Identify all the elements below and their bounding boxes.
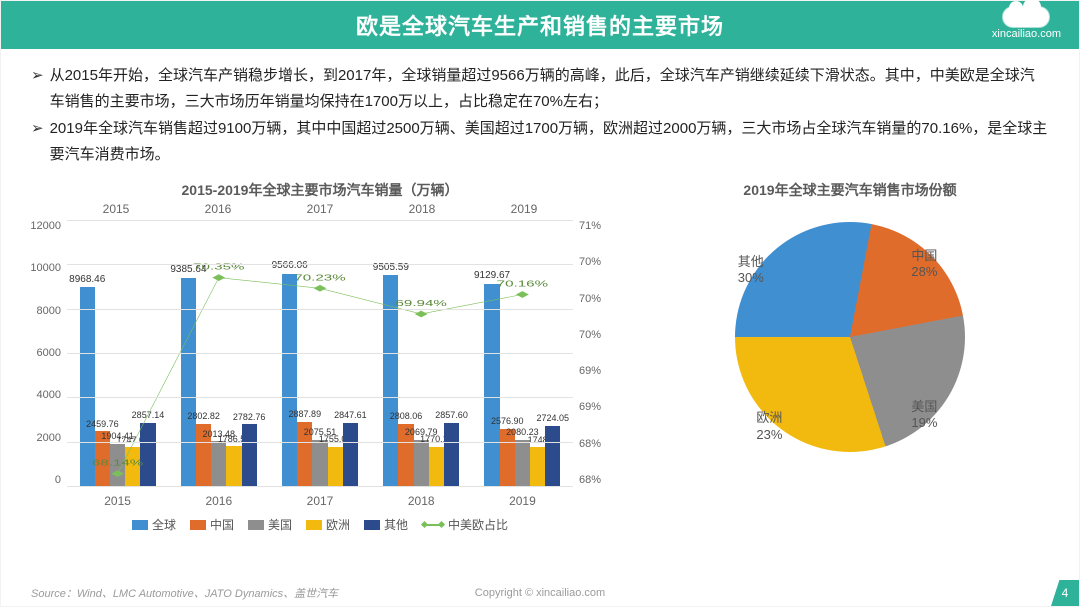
x-axis-labels: 20152016201720182019: [67, 494, 573, 508]
legend-item: 欧洲: [306, 516, 350, 533]
brand-logo: xincailiao.com: [992, 7, 1061, 40]
slide-header: 欧是全球汽车生产和销售的主要市场 xincailiao.com: [1, 1, 1079, 49]
bullet-text: 2019年全球汽车销售超过9100万辆，其中中国超过2500万辆、美国超过170…: [50, 116, 1049, 169]
bar-chart-year-row: 2015 2016 2017 2018 2019: [65, 202, 575, 216]
legend-item: 美国: [248, 516, 292, 533]
legend-item: 中国: [190, 516, 234, 533]
source-text: Source：Wind、LMC Automotive、JATO Dynamics…: [1, 585, 338, 601]
svg-text:69.94%: 69.94%: [395, 299, 447, 308]
copyright-text: Copyright © xincailiao.com: [475, 587, 605, 599]
bullet-text: 从2015年开始，全球汽车产销稳步增长，到2017年，全球销量超过9566万辆的…: [50, 63, 1049, 116]
pie-label: 美国19%: [911, 399, 937, 432]
y-axis-right: 71%70%70%70%69%69%68%68%: [575, 220, 619, 486]
year-label: 2016: [205, 202, 232, 216]
legend-item-line: 中美欧占比: [422, 516, 508, 533]
y-axis-left: 120001000080006000400020000: [21, 220, 65, 486]
svg-text:70.16%: 70.16%: [497, 279, 549, 288]
year-label: 2018: [409, 202, 436, 216]
bar-chart-title: 2015-2019年全球主要市场汽车销量（万辆）: [15, 180, 625, 200]
bar-chart-legend: 全球中国美国欧洲其他中美欧占比: [15, 516, 625, 533]
bar-chart-panel: 2015-2019年全球主要市场汽车销量（万辆） 2015 2016 2017 201…: [15, 176, 625, 533]
legend-item: 其他: [364, 516, 408, 533]
pie-label: 中国28%: [911, 248, 937, 281]
charts-row: 2015-2019年全球主要市场汽车销量（万辆） 2015 2016 2017 201…: [1, 172, 1079, 533]
bar-chart-plot: 120001000080006000400020000 71%70%70%70%…: [21, 220, 619, 510]
pie-chart-panel: 2019年全球主要汽车销售市场份额 中国28% 美国19% 欧洲23% 其他30%: [635, 176, 1065, 533]
bullet-item: ➢ 从2015年开始，全球汽车产销稳步增长，到2017年，全球销量超过9566万…: [31, 63, 1049, 116]
svg-text:70.23%: 70.23%: [294, 273, 346, 282]
pie-label: 欧洲23%: [756, 410, 782, 443]
year-label: 2015: [103, 202, 130, 216]
pie-chart-plot: 中国28% 美国19% 欧洲23% 其他30%: [695, 208, 1005, 488]
slide-footer: Source：Wind、LMC Automotive、JATO Dynamics…: [1, 580, 1079, 606]
brand-text: xincailiao.com: [992, 28, 1061, 40]
year-label: 2017: [307, 202, 334, 216]
bullet-arrow-icon: ➢: [31, 63, 44, 116]
bullet-list: ➢ 从2015年开始，全球汽车产销稳步增长，到2017年，全球销量超过9566万…: [1, 49, 1079, 172]
plot-inner: 8968.462459.761904.411747.072857.149385.…: [67, 220, 573, 486]
pie-label: 其他30%: [738, 253, 764, 286]
cloud-icon: [1003, 7, 1049, 27]
bullet-arrow-icon: ➢: [31, 116, 44, 169]
pie-chart-title: 2019年全球主要汽车销售市场份额: [743, 180, 956, 200]
year-label: 2019: [511, 202, 538, 216]
slide-title: 欧是全球汽车生产和销售的主要市场: [356, 9, 724, 41]
svg-text:68.14%: 68.14%: [92, 458, 144, 467]
legend-item: 全球: [132, 516, 176, 533]
bullet-item: ➢ 2019年全球汽车销售超过9100万辆，其中中国超过2500万辆、美国超过1…: [31, 116, 1049, 169]
page-number: 4: [1051, 580, 1079, 606]
